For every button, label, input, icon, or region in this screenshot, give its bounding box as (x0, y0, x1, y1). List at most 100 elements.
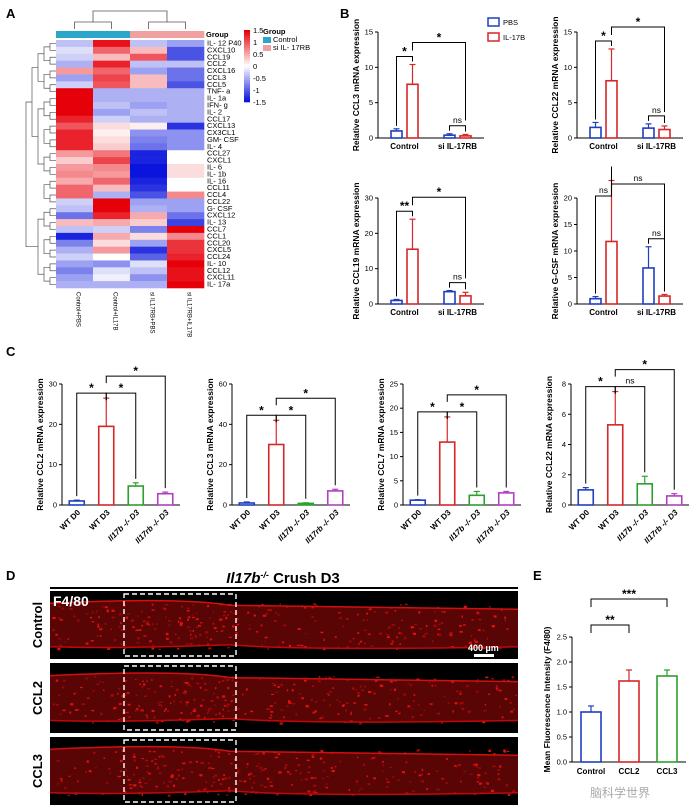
fluorescence-speck (185, 704, 188, 706)
fluorescence-speck (312, 603, 316, 605)
fluorescence-speck (191, 771, 194, 774)
fluorescence-speck (288, 700, 291, 703)
color-scale-step (244, 44, 250, 47)
fluorescence-speck (366, 619, 369, 621)
color-scale-step (244, 96, 250, 99)
group-legend-swatch (263, 37, 271, 43)
fluorescence-speck (482, 721, 486, 724)
color-scale-step (244, 52, 250, 55)
x-category-label: WT D0 (58, 508, 82, 532)
significance-label: ns (453, 272, 462, 282)
fluorescence-speck (389, 766, 392, 769)
fluorescence-speck (286, 770, 290, 773)
x-category-label: WT D0 (399, 508, 423, 532)
significance-bracket (614, 386, 646, 473)
fluorescence-speck (58, 694, 61, 697)
heatmap-cell (167, 53, 205, 61)
x-category-label: si IL-17RB (438, 142, 477, 151)
fluorescence-speck (486, 637, 489, 640)
fluorescence-speck (473, 639, 476, 642)
heatmap-cell (130, 226, 168, 234)
heatmap-cell (56, 88, 94, 96)
significance-bracket (590, 598, 668, 607)
fluorescence-speck (397, 779, 400, 782)
fluorescence-speck (126, 775, 129, 778)
fluorescence-speck (200, 677, 203, 679)
fluorescence-speck (477, 678, 480, 681)
fluorescence-speck (214, 704, 217, 706)
fluorescence-speck (474, 640, 478, 643)
panel-label-a: A (6, 6, 16, 21)
fluorescence-speck (86, 760, 89, 763)
fluorescence-speck (398, 712, 401, 715)
fluorescence-speck (128, 784, 133, 786)
heatmap-cell (56, 198, 94, 206)
fluorescence-speck (449, 633, 453, 636)
heatmap-cell (56, 253, 94, 261)
heatmap-cell (130, 246, 168, 254)
significance-label: * (119, 381, 124, 395)
fluorescence-speck (495, 685, 499, 688)
bar (409, 499, 427, 506)
fluorescence-speck (248, 628, 251, 630)
fluorescence-speck (170, 702, 172, 704)
significance-bracket (648, 115, 665, 123)
fluorescence-speck (165, 616, 167, 619)
fluorescence-speck (188, 630, 192, 632)
fluorescence-speck (284, 764, 288, 767)
fluorescence-speck (97, 623, 100, 626)
fluorescence-speck (425, 625, 428, 628)
fluorescence-speck (144, 782, 148, 785)
bar (642, 267, 655, 305)
fluorescence-speck (372, 757, 376, 759)
heatmap-row-label: CCL7 (207, 225, 226, 234)
fluorescence-speck (127, 778, 131, 781)
color-scale-tick: -0.5 (253, 74, 266, 83)
fluorescence-speck (52, 616, 56, 620)
bar-chart-7: 0 2 4 6 8 Relative CCL22 mRNA expression WT D0… (544, 358, 689, 545)
significance-bracket (595, 40, 612, 120)
fluorescence-speck (228, 753, 230, 755)
fluorescence-speck (394, 609, 397, 612)
heatmap-cell (167, 260, 205, 268)
heatmap-cell (56, 40, 94, 48)
fluorescence-speck (139, 785, 142, 787)
fluorescence-speck (490, 789, 495, 792)
heatmap-cell (167, 205, 205, 213)
fluorescence-speck (445, 782, 448, 785)
fluorescence-speck (127, 703, 131, 706)
fluorescence-speck (182, 777, 185, 780)
fluorescence-speck (297, 628, 301, 631)
fluorescence-speck (332, 687, 334, 690)
fluorescence-speck (269, 781, 273, 783)
fluorescence-speck (149, 640, 152, 643)
fluorescence-speck (434, 611, 436, 613)
fluorescence-speck (148, 772, 151, 775)
fluorescence-speck (313, 789, 317, 793)
fluorescence-speck (509, 701, 513, 704)
fluorescence-speck (251, 786, 254, 789)
heatmap-cell (167, 226, 205, 234)
fluorescence-speck (111, 616, 115, 619)
fluorescence-speck (262, 752, 265, 755)
fluorescence-speck (351, 794, 355, 796)
fluorescence-speck (376, 676, 380, 678)
fluorescence-speck (314, 792, 318, 794)
fluorescence-speck (185, 701, 189, 704)
fluorescence-speck (256, 753, 260, 755)
fluorescence-speck (227, 646, 230, 649)
micrograph-2: CCL3 (30, 737, 519, 805)
fluorescence-speck (501, 609, 503, 611)
fluorescence-speck (374, 679, 378, 682)
panel-label-e: E (533, 568, 542, 583)
fluorescence-speck (207, 709, 210, 711)
fluorescence-speck (160, 705, 163, 707)
fluorescence-speck (137, 615, 139, 617)
fluorescence-speck (221, 778, 225, 781)
fluorescence-speck (141, 793, 143, 796)
fluorescence-speck (352, 687, 354, 690)
fluorescence-speck (62, 686, 65, 689)
fluorescence-speck (258, 762, 260, 765)
fluorescence-speck (228, 636, 232, 638)
heatmap-cell (56, 115, 94, 123)
